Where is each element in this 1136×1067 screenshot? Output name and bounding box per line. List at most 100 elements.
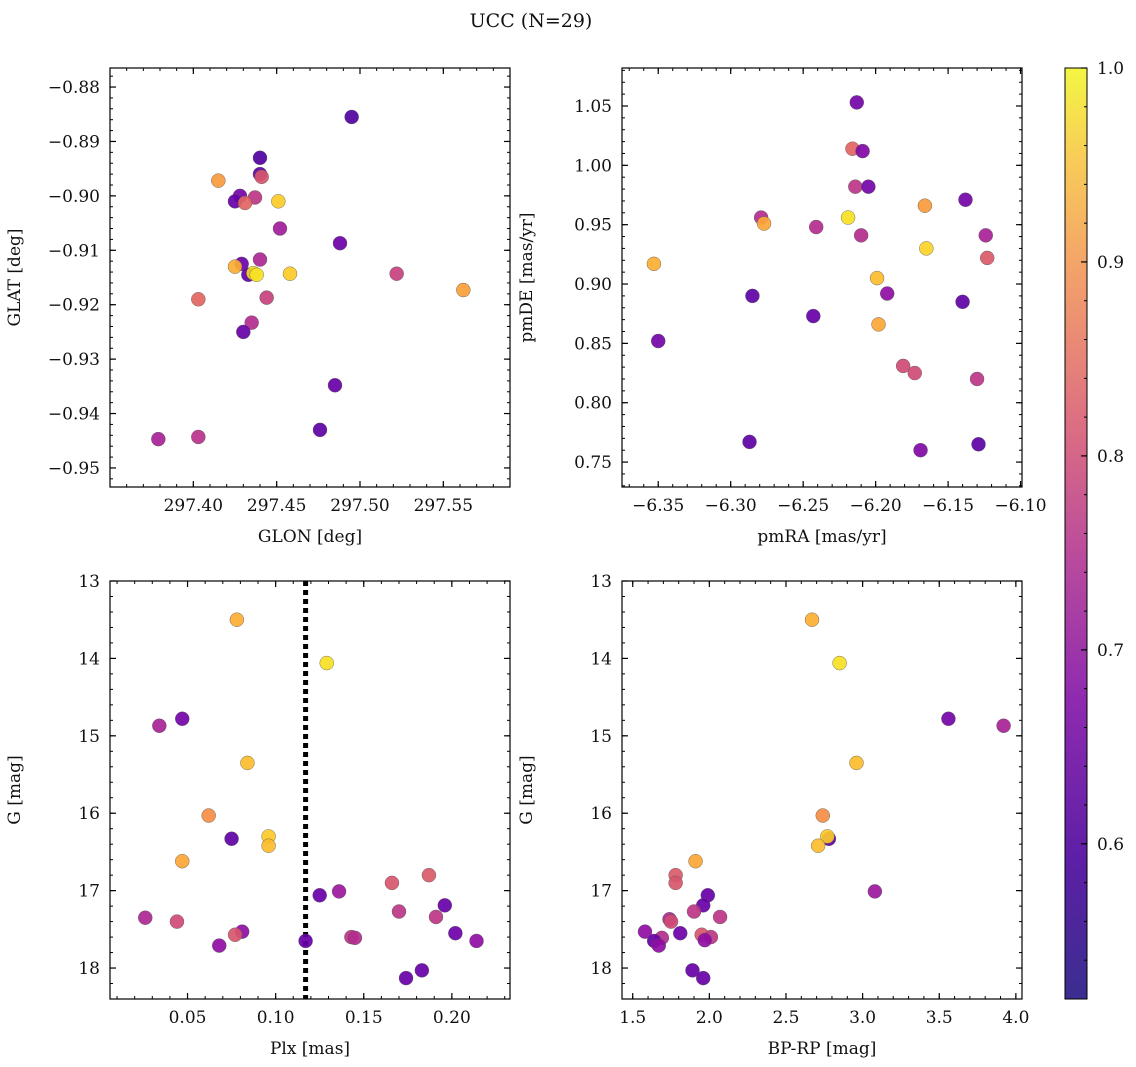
scatter-point	[319, 655, 334, 671]
y-tick-label: −0.94	[48, 405, 100, 425]
scatter-point	[347, 930, 363, 946]
scatter-point	[312, 888, 327, 903]
scatter-point	[236, 324, 251, 340]
scatter-point	[331, 884, 347, 899]
panel-4: 1.5 2.0 2.5 3.0 3.5 4.0 13 14 15 16 17 18 BP-RP [mag…	[517, 572, 1029, 1059]
y-tick-label: 0.95	[574, 216, 612, 236]
x-tick-label: 2.5	[772, 1008, 799, 1028]
scatter-point	[448, 926, 463, 941]
panel-3: 0.05 0.10 0.15 0.20 13 14 15 16 17 18 Plx [mas] G […	[5, 572, 511, 1059]
scatter-point	[224, 831, 239, 846]
scatter-point	[259, 290, 274, 305]
colorbar-tick-label: 1.0	[1097, 59, 1124, 79]
scatter-point	[745, 288, 760, 304]
scatter-point	[211, 173, 226, 188]
colorbar-tick-label: 0.7	[1097, 641, 1124, 661]
scatter-point	[244, 315, 259, 330]
scatter-point	[437, 898, 453, 913]
scatter-point	[848, 179, 863, 194]
scatter-point	[261, 838, 276, 853]
scatter-point	[849, 755, 864, 771]
scatter-point	[712, 909, 728, 925]
x-tick-label: 297.40	[164, 496, 223, 516]
scatter-point	[913, 443, 928, 458]
scatter-point	[271, 194, 286, 209]
y-axis-label: G [mag]	[517, 755, 537, 824]
y-tick-label: 15	[78, 727, 100, 747]
scatter-point	[673, 926, 688, 941]
x-tick-label: 297.55	[414, 496, 473, 516]
plot-frame	[109, 67, 511, 488]
y-tick-label: 14	[78, 649, 100, 669]
colorbar-ticks: 0.6 0.7 0.8 0.9 1.0	[1081, 59, 1124, 961]
scatter-point	[871, 317, 886, 332]
scatter-point	[252, 150, 268, 165]
scatter-point	[428, 909, 444, 925]
scatter-point	[298, 933, 313, 949]
x-tick-label: −6.20	[850, 496, 902, 516]
scatter-point	[686, 904, 702, 919]
scatter-point	[804, 612, 820, 627]
scatter-point	[398, 970, 414, 986]
x-tick-label: 2.0	[696, 1008, 723, 1028]
x-tick-label: 3.0	[849, 1008, 876, 1028]
scatter-point	[919, 241, 934, 256]
scatter-point	[697, 932, 712, 948]
x-axis-label: GLON [deg]	[258, 527, 362, 547]
scatter-point	[312, 422, 328, 438]
scatter-point	[742, 434, 757, 450]
y-tick-label: 1.00	[574, 156, 612, 176]
panel-2: −6.35 −6.30 −6.25 −6.20 −6.15 −6.10 0.75 0.80 0.…	[517, 67, 1047, 547]
scatter-point	[880, 286, 895, 301]
colorbar-tick-label: 0.8	[1097, 447, 1124, 467]
y-axis-label: GLAT [deg]	[5, 228, 25, 326]
scatter-point	[212, 938, 227, 953]
scatter-point	[688, 854, 703, 869]
scatter-point	[955, 294, 970, 310]
scatter-point	[668, 875, 683, 891]
scatter-point	[151, 431, 166, 447]
scatter-point	[849, 95, 864, 110]
scatter-point	[840, 210, 856, 225]
scatter-point	[832, 655, 847, 671]
scatter-point	[869, 270, 885, 286]
scatter-point	[917, 198, 933, 213]
y-tick-label: 0.80	[574, 394, 612, 414]
scatter-point	[646, 256, 662, 272]
scatter-point	[853, 228, 869, 243]
panels-group: 297.40 297.45 297.50 297.55 −0.88 −0.89 −0.90 −…	[5, 67, 1047, 1059]
scatter-point	[969, 371, 985, 387]
x-axis-label: pmRA [mas/yr]	[757, 527, 886, 547]
x-tick-label: −6.15	[922, 496, 974, 516]
x-tick-label: −6.10	[994, 496, 1046, 516]
scatter-point	[855, 143, 870, 159]
y-tick-label: 16	[78, 804, 100, 824]
scatter-point	[384, 875, 400, 891]
scatter-point	[227, 927, 243, 942]
y-tick-label: 0.90	[574, 275, 612, 295]
y-tick-label: 13	[78, 572, 100, 592]
scatter-point	[867, 884, 883, 899]
scatter-point	[456, 282, 471, 298]
scatter-point	[941, 711, 956, 726]
scatter-point	[240, 755, 255, 771]
scatter-point	[344, 109, 359, 125]
y-tick-label: −0.90	[48, 187, 100, 207]
x-tick-label: −6.35	[632, 496, 684, 516]
x-tick-label: 297.45	[247, 496, 306, 516]
scatter-point	[191, 292, 206, 307]
scatter-point	[861, 179, 876, 194]
scatter-point	[806, 308, 821, 324]
y-tick-label: 17	[590, 882, 612, 902]
colorbar: 0.6 0.7 0.8 0.9 1.0	[1064, 59, 1124, 1000]
colorbar-tick-label: 0.6	[1097, 835, 1124, 855]
x-tick-label: 1.5	[619, 1008, 646, 1028]
colorbar-gradient	[1064, 67, 1088, 1000]
scatter-point	[152, 718, 167, 733]
y-tick-label: 1.05	[574, 97, 612, 117]
x-tick-label: 297.50	[330, 496, 389, 516]
scatter-point	[971, 437, 986, 452]
scatter-point	[980, 250, 995, 266]
scatter-point	[810, 838, 826, 853]
x-tick-label: 0.10	[257, 1008, 295, 1028]
